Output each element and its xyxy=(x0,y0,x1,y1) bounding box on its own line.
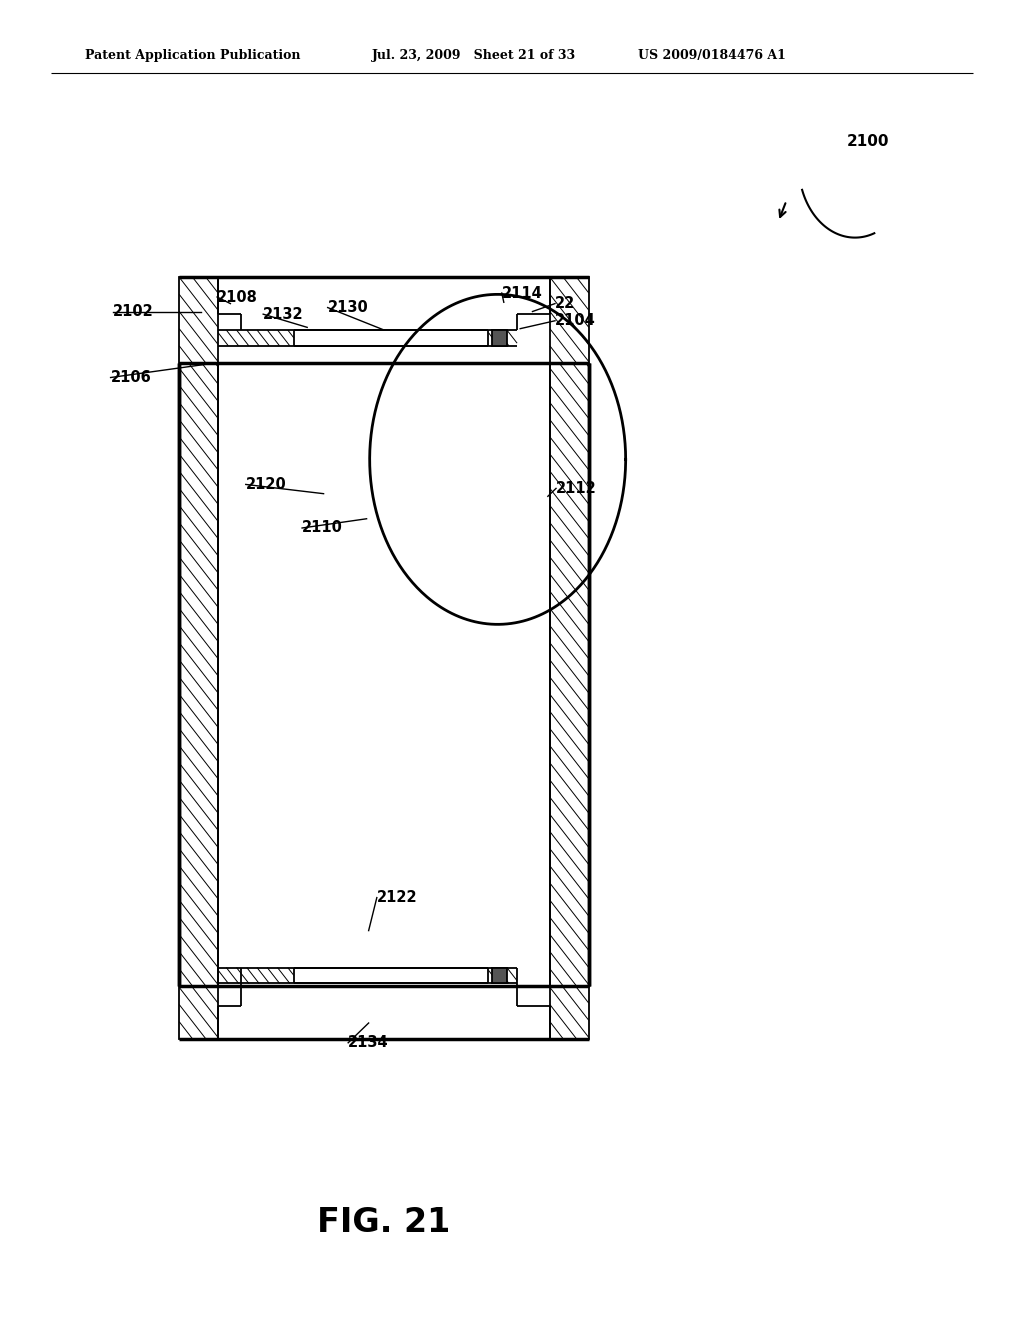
Text: Jul. 23, 2009   Sheet 21 of 33: Jul. 23, 2009 Sheet 21 of 33 xyxy=(372,49,575,62)
Text: 2114: 2114 xyxy=(502,285,543,301)
Text: 2112: 2112 xyxy=(556,480,597,496)
Text: 22: 22 xyxy=(555,296,575,312)
Text: 2130: 2130 xyxy=(328,300,369,315)
Text: 2134: 2134 xyxy=(348,1035,389,1051)
Bar xyxy=(492,330,507,346)
Text: 2108: 2108 xyxy=(217,289,258,305)
Text: FIG. 21: FIG. 21 xyxy=(317,1206,451,1238)
Text: 2104: 2104 xyxy=(555,313,596,329)
Text: 2132: 2132 xyxy=(263,306,304,322)
Text: 2102: 2102 xyxy=(113,304,154,319)
Bar xyxy=(492,968,507,983)
Bar xyxy=(179,986,218,1039)
Bar xyxy=(550,277,589,363)
Text: 2110: 2110 xyxy=(302,520,343,536)
Text: 2122: 2122 xyxy=(377,890,418,906)
Bar xyxy=(179,277,218,363)
Text: US 2009/0184476 A1: US 2009/0184476 A1 xyxy=(638,49,785,62)
Text: Patent Application Publication: Patent Application Publication xyxy=(85,49,300,62)
Text: 2106: 2106 xyxy=(111,370,152,385)
Bar xyxy=(550,986,589,1039)
Text: 2120: 2120 xyxy=(246,477,287,492)
Text: 2100: 2100 xyxy=(847,133,890,149)
